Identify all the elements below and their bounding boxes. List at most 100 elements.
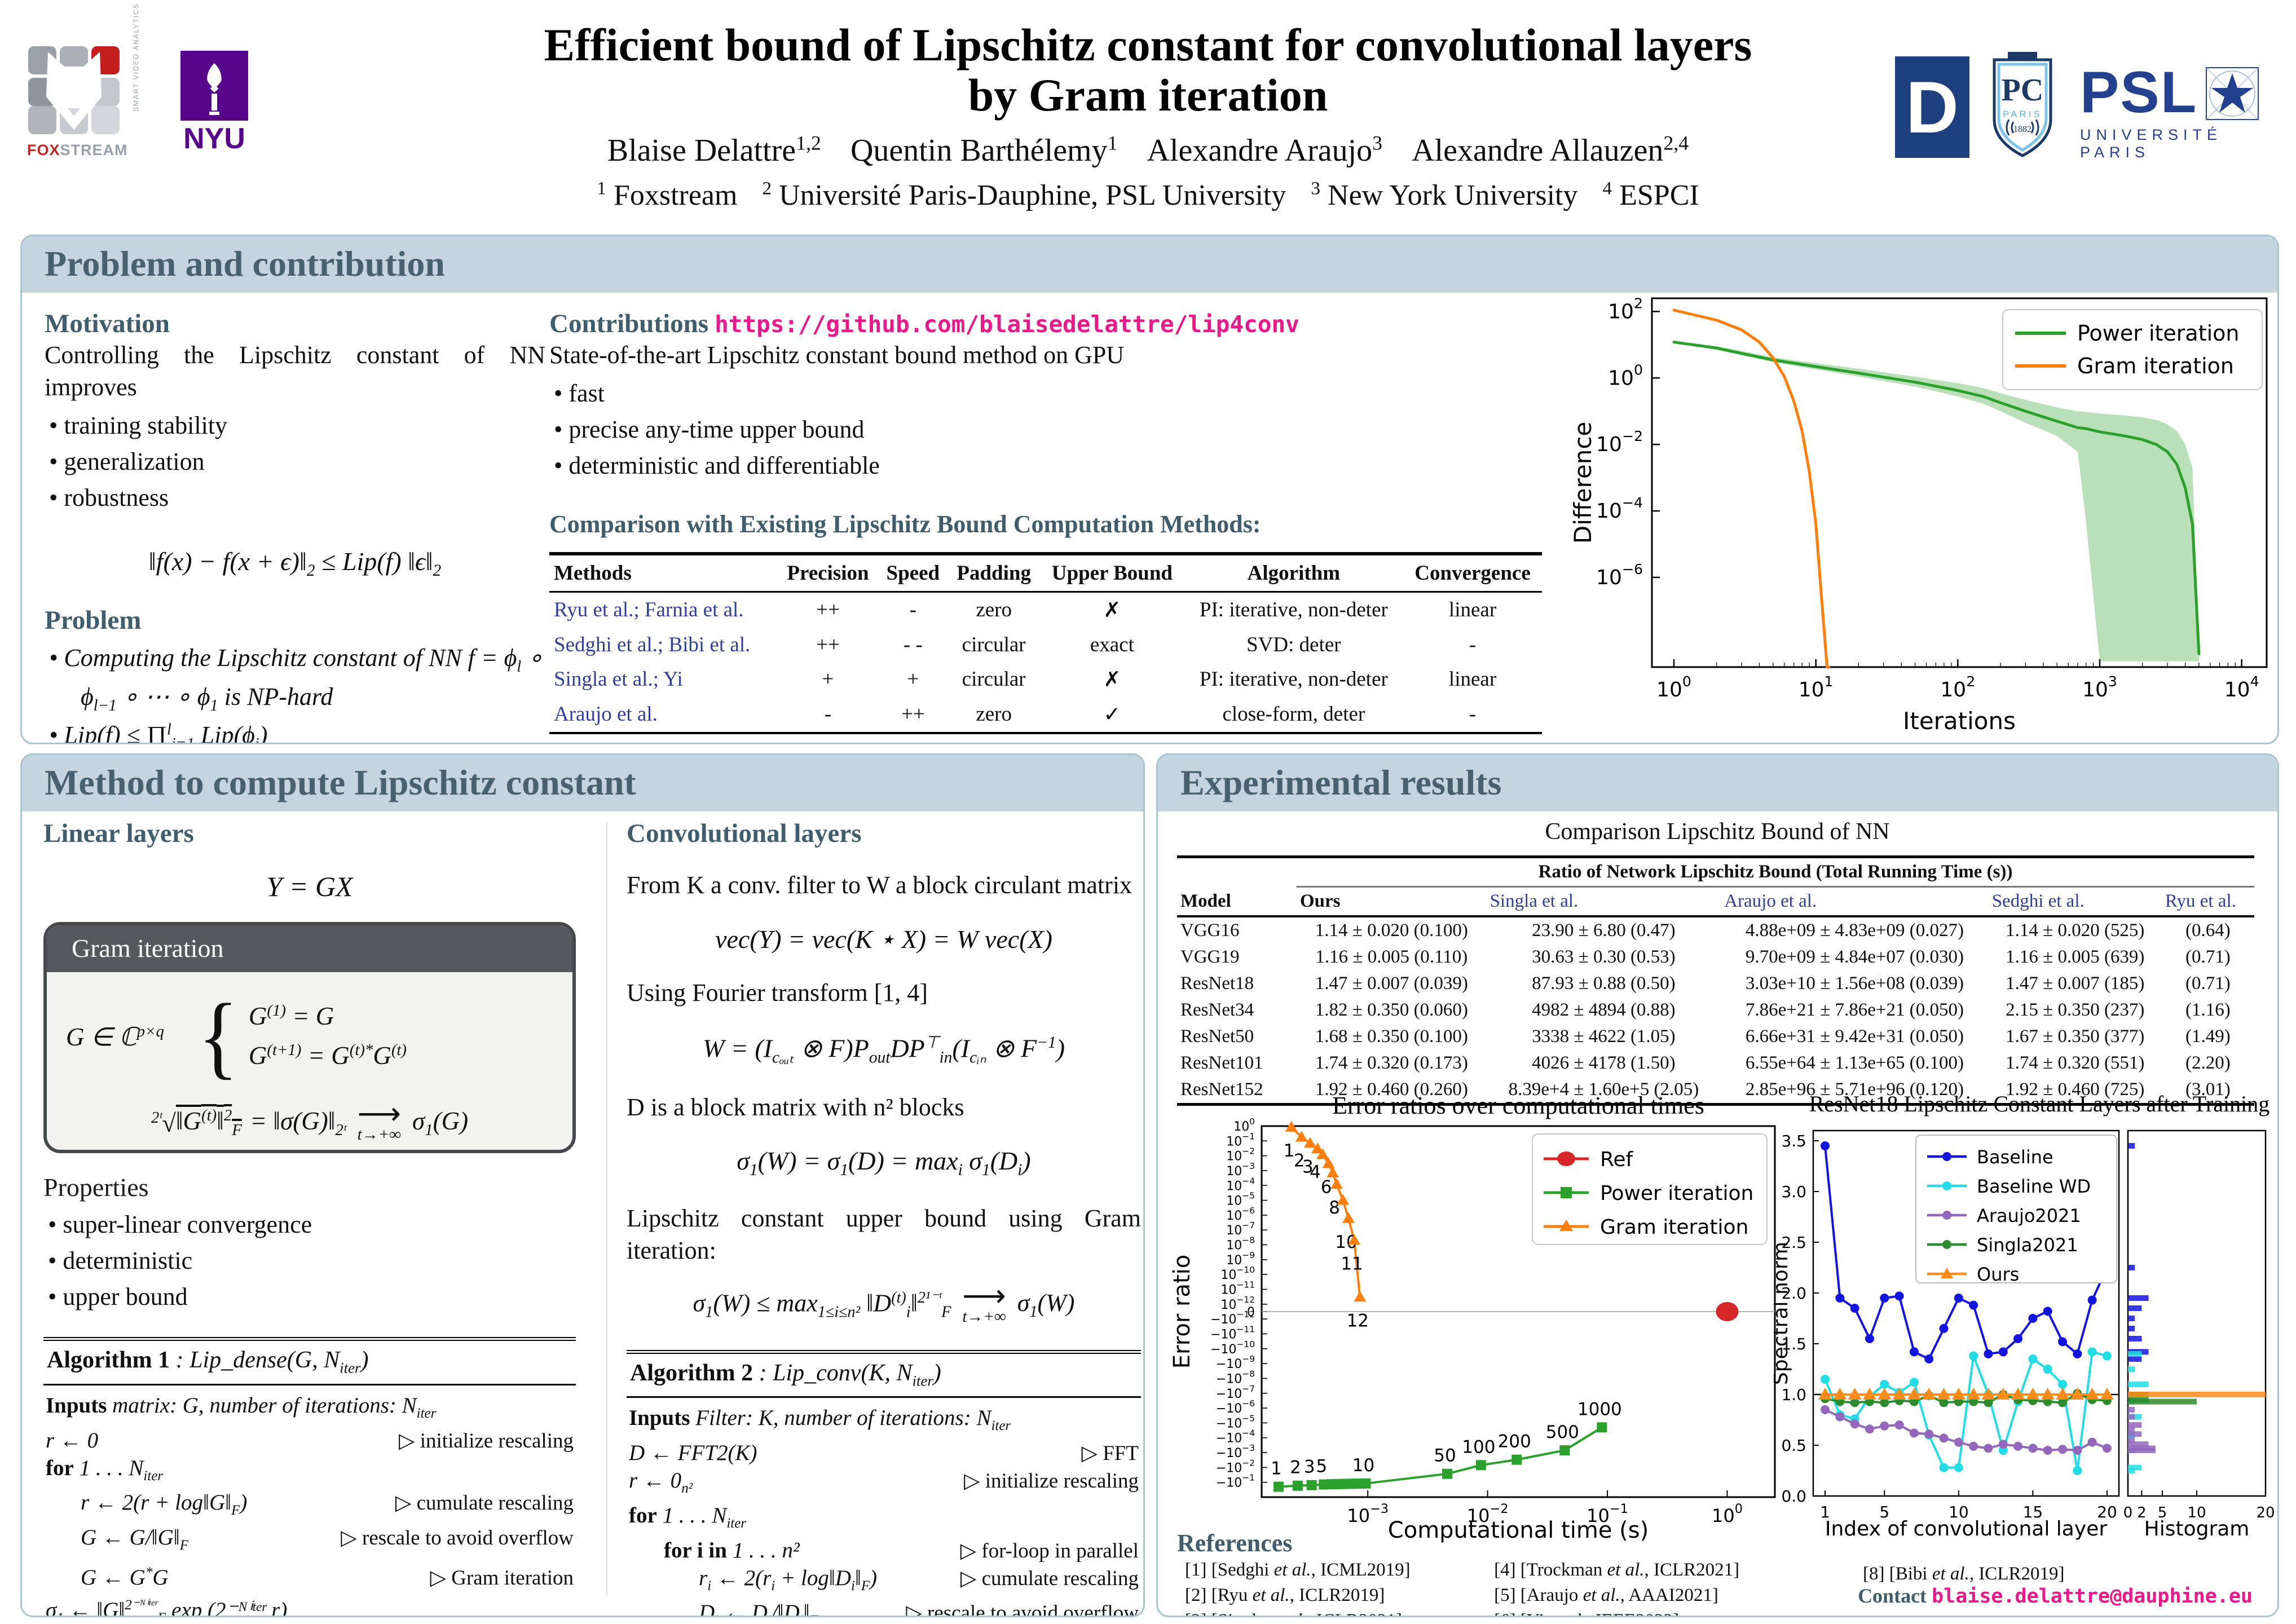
table-row: Araujo et al. - ++ zero ✓ close-form, deter - (554, 703, 1477, 726)
algorithm1-signature: : Lip_dense(G, Niter) (170, 1347, 369, 1376)
svg-text:10−8: 10−8 (1226, 1235, 1255, 1253)
linear-layers-heading: Linear layers (43, 819, 194, 848)
table-row: Sedghi et al.; Bibi et al. ++ - - circular e… (554, 633, 1477, 656)
table-row: Ryu et al.; Farnia et al. ++ - zero ✗ PI: ite… (554, 598, 1497, 622)
svg-text:2.5: 2.5 (1781, 1233, 1806, 1252)
svg-text:102: 102 (1608, 295, 1643, 323)
contributions-link[interactable]: https://github.com/blaisedelattre/lip4co… (715, 311, 1299, 338)
limit-under: t→+∞ (357, 1126, 401, 1144)
motivation-bullets: training stabilitygeneralizationrobustne… (45, 408, 545, 515)
svg-text:100: 100 (1656, 673, 1691, 701)
conv-bound-formula: σ1(W) ≤ max1≤i≤n² ‖D(t)i‖2¹⁻ᵗF ⟶ t→+∞ σ1… (627, 1267, 1141, 1330)
svg-text:5: 5 (1316, 1457, 1327, 1477)
svg-text:100: 100 (1462, 1437, 1495, 1457)
gram-limit-root: 2ᵗ√ (151, 1108, 176, 1137)
results-table-block: Comparison Lipschitz Bound of NN Model R… (1177, 818, 2258, 1106)
algorithm-line: σ1 ← ‖G‖2⁻ᴺⁱᵗᵉʳF exp (2⁻ᴺⁱᵗᵉʳ r) (46, 1597, 288, 1617)
linear-layers-block: Linear layers Y = GX Gram iteration G ∈ … (43, 818, 576, 1617)
svg-text:10: 10 (1352, 1455, 1374, 1476)
svg-text:200: 200 (1498, 1432, 1531, 1452)
algorithm-line: r ← 0n² ▷ initialize rescaling (629, 1468, 1139, 1496)
svg-text:50: 50 (1434, 1446, 1456, 1466)
algorithm-line: for 1 . . . Niter (46, 1455, 163, 1484)
gram-limit-radicand: ‖G(t)‖2F (175, 1106, 242, 1140)
svg-text:3: 3 (1304, 1457, 1315, 1477)
svg-text:103: 103 (2082, 673, 2117, 701)
list-item: fast (554, 376, 1559, 412)
motivation-block: Motivation Controlling the Lipschitz con… (45, 308, 545, 743)
poster-title: Efficient bound of Lipschitz constant fo… (440, 20, 1856, 120)
svg-text:10−6: 10−6 (1596, 561, 1643, 589)
resnet18-chart: ResNet18 Lipschitz Constant Layers after… (1774, 1091, 2275, 1541)
list-item: Lip(f) ≤ ∏li=1 Lip(ϕi) (49, 717, 545, 743)
limit-under: t→+∞ (962, 1307, 1006, 1326)
algorithm2-label: Algorithm 2 (630, 1360, 753, 1386)
svg-text:Baseline WD: Baseline WD (1977, 1176, 2091, 1197)
list-item: training stability (49, 408, 545, 444)
espci-crest-city: PARIS (2003, 109, 2042, 120)
section-results: Experimental results Comparison Lipschit… (1156, 753, 2279, 1617)
comparison-col-header: Precision (777, 553, 879, 593)
svg-text:11: 11 (1341, 1254, 1363, 1274)
table-row: ResNet101 1.74 ± 0.320 (0.173) 4026 ± 4178… (1180, 1053, 2231, 1073)
svg-text:1: 1 (1820, 1503, 1830, 1521)
brace-glyph: { (197, 985, 239, 1088)
psl-sub: UNIVERSITÉ PARIS (2080, 126, 2223, 161)
svg-text:Power iteration: Power iteration (1600, 1182, 1753, 1205)
conv-intro: From K a conv. filter to W a block circu… (627, 871, 1132, 899)
conv-bound-right: σ1(W) (1017, 1289, 1075, 1321)
author: Blaise Delattre1,2 (607, 131, 821, 168)
conv-layers-heading: Convolutional layers (627, 819, 862, 848)
svg-text:10: 10 (1949, 1503, 1969, 1521)
references-col2: [4] [Trockman et al., ICLR2021] [5] [Arau… (1477, 1557, 1809, 1616)
dauphine-logo: D (1895, 56, 1969, 158)
conv-formula-sigma: σ1(W) = σ1(D) = maxi σ1(Di) (737, 1146, 1031, 1180)
affiliation: 3 New York University (1311, 178, 1578, 212)
section-problem-title: Problem and contribution (22, 236, 2277, 293)
comparison-col-header: Algorithm (1184, 553, 1404, 593)
reference-item: [3] [Singla et al., ICLR2021] (1185, 1608, 1477, 1616)
algorithm1-label: Algorithm 1 (47, 1347, 170, 1374)
gram-system: G(1) = G G(t+1) = G(t)*G(t) (249, 997, 407, 1076)
algorithm-line: for 1 . . . Niter (629, 1503, 746, 1531)
psl-label: PSL (2080, 60, 2198, 125)
algorithm-line: D ← FFT2(K) ▷ FFT (629, 1440, 1139, 1465)
contact-line: Contact blaise.delattre@dauphine.eu (1858, 1584, 2253, 1608)
svg-text:10−4: 10−4 (1596, 495, 1643, 523)
svg-text:20: 20 (2097, 1503, 2117, 1521)
limit-arrow: ⟶ (357, 1097, 402, 1131)
svg-text:Difference: Difference (1569, 422, 1597, 544)
svg-text:12: 12 (1347, 1310, 1369, 1331)
algorithm-1: Algorithm 1 : Lip_dense(G, Niter) Inputs… (43, 1337, 576, 1617)
contact-email[interactable]: blaise.delattre@dauphine.eu (1932, 1585, 2253, 1608)
svg-text:Iterations: Iterations (1903, 707, 2016, 735)
reference-8: [8] [Bibi et al., ICLR2019] (1863, 1564, 2065, 1584)
limit-arrow: ⟶ (962, 1278, 1006, 1313)
svg-text:Singla2021: Singla2021 (1977, 1234, 2078, 1256)
svg-text:20: 20 (2256, 1504, 2275, 1521)
convergence-chart: 100 101 102 103 104 102 100 10−2 10−4 10−6 Power i… (1569, 295, 2268, 735)
conv-layers-block: Convolutional layers From K a conv. filt… (627, 818, 1141, 1616)
gram-iteration-box: Gram iteration G ∈ ℂp×q { G(1) = G G(t+1)… (43, 922, 576, 1154)
nyu-label: NYU (183, 122, 245, 155)
contributions-bullets: fastprecise any-time upper bounddetermin… (549, 376, 1559, 483)
svg-text:500: 500 (1546, 1422, 1579, 1442)
svg-text:104: 104 (2224, 673, 2259, 701)
svg-text:Gram iteration: Gram iteration (2077, 354, 2234, 378)
nyu-torch-icon (180, 51, 248, 121)
svg-text:Araujo2021: Araujo2021 (1977, 1205, 2081, 1226)
gram-domain: G ∈ ℂp×q (66, 1022, 164, 1051)
svg-text:1.5: 1.5 (1781, 1335, 1806, 1353)
algorithm-line: r ← 0 ▷ initialize rescaling (46, 1428, 574, 1453)
svg-text:8: 8 (1329, 1198, 1340, 1218)
problem-bullets: Computing the Lipschitz constant of NN f… (45, 640, 545, 743)
foxstream-logo: FOXSTREAM SMART VIDEO ANALYTICS (27, 3, 162, 175)
svg-text:10−2: 10−2 (1596, 428, 1643, 456)
author: Alexandre Araujo3 (1147, 131, 1383, 168)
foxstream-label-fox: FOX (27, 142, 60, 158)
comparison-table: Methods Precision Speed Padding Upper Bound A… (549, 551, 1542, 743)
svg-text:−10−9: −10−9 (1216, 1354, 1255, 1371)
svg-text:4: 4 (1310, 1162, 1321, 1182)
author: Alexandre Allauzen2,4 (1412, 131, 1689, 168)
